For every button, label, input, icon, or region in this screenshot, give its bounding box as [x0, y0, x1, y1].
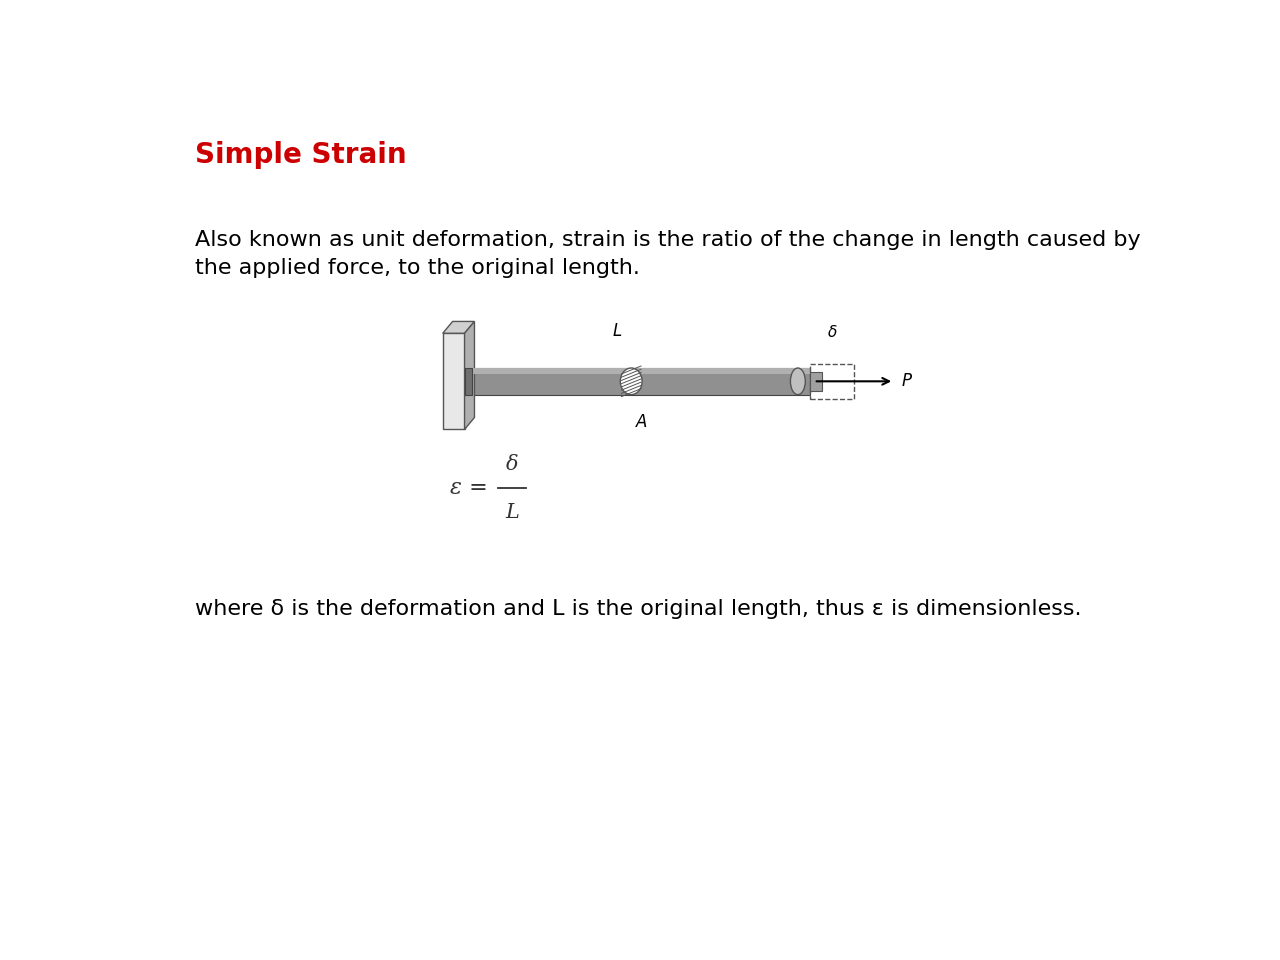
Text: where δ is the deformation and L is the original length, thus ε is dimensionless: where δ is the deformation and L is the …	[195, 599, 1082, 619]
Text: δ: δ	[827, 324, 837, 340]
Text: A: A	[635, 413, 646, 431]
Text: P: P	[902, 372, 913, 391]
Polygon shape	[810, 372, 822, 391]
Polygon shape	[465, 322, 475, 429]
Polygon shape	[472, 368, 810, 374]
Text: Simple Strain: Simple Strain	[195, 141, 406, 169]
Polygon shape	[443, 322, 475, 333]
Text: ε =: ε =	[449, 477, 488, 499]
Text: δ: δ	[506, 455, 518, 474]
Text: Also known as unit deformation, strain is the ratio of the change in length caus: Also known as unit deformation, strain i…	[195, 229, 1140, 277]
Ellipse shape	[621, 368, 643, 395]
Text: L: L	[613, 322, 622, 340]
Polygon shape	[443, 333, 465, 429]
Text: L: L	[506, 503, 520, 521]
Polygon shape	[465, 368, 472, 395]
Polygon shape	[472, 368, 810, 395]
Ellipse shape	[791, 368, 805, 395]
